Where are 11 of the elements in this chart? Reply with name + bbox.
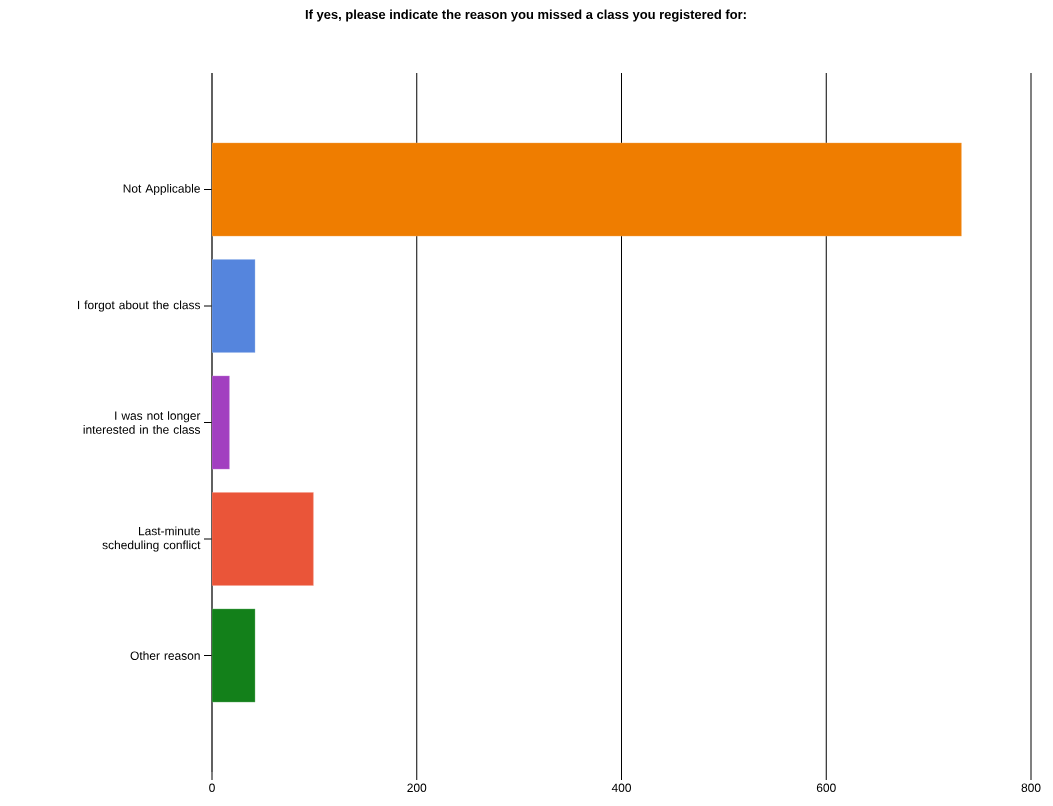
y-tick-label: Not Applicable [123,183,200,196]
y-tick-label: I forgot about the class [77,300,201,312]
y-tick-label: I was not longer interested in the class [83,411,201,434]
x-tick-label: 200 [407,783,427,792]
x-tick-label: 800 [1021,783,1041,792]
x-tick-label: 400 [611,783,632,792]
chart-title: If yes, please indicate the reason you missed a class you registered for: [305,9,746,22]
x-tick-label: 600 [816,783,836,792]
y-tick-label: Last-minute scheduling conflict [102,526,201,552]
y-tick-label: Other reason [130,651,200,660]
x-tick-label: 0 [209,783,215,792]
